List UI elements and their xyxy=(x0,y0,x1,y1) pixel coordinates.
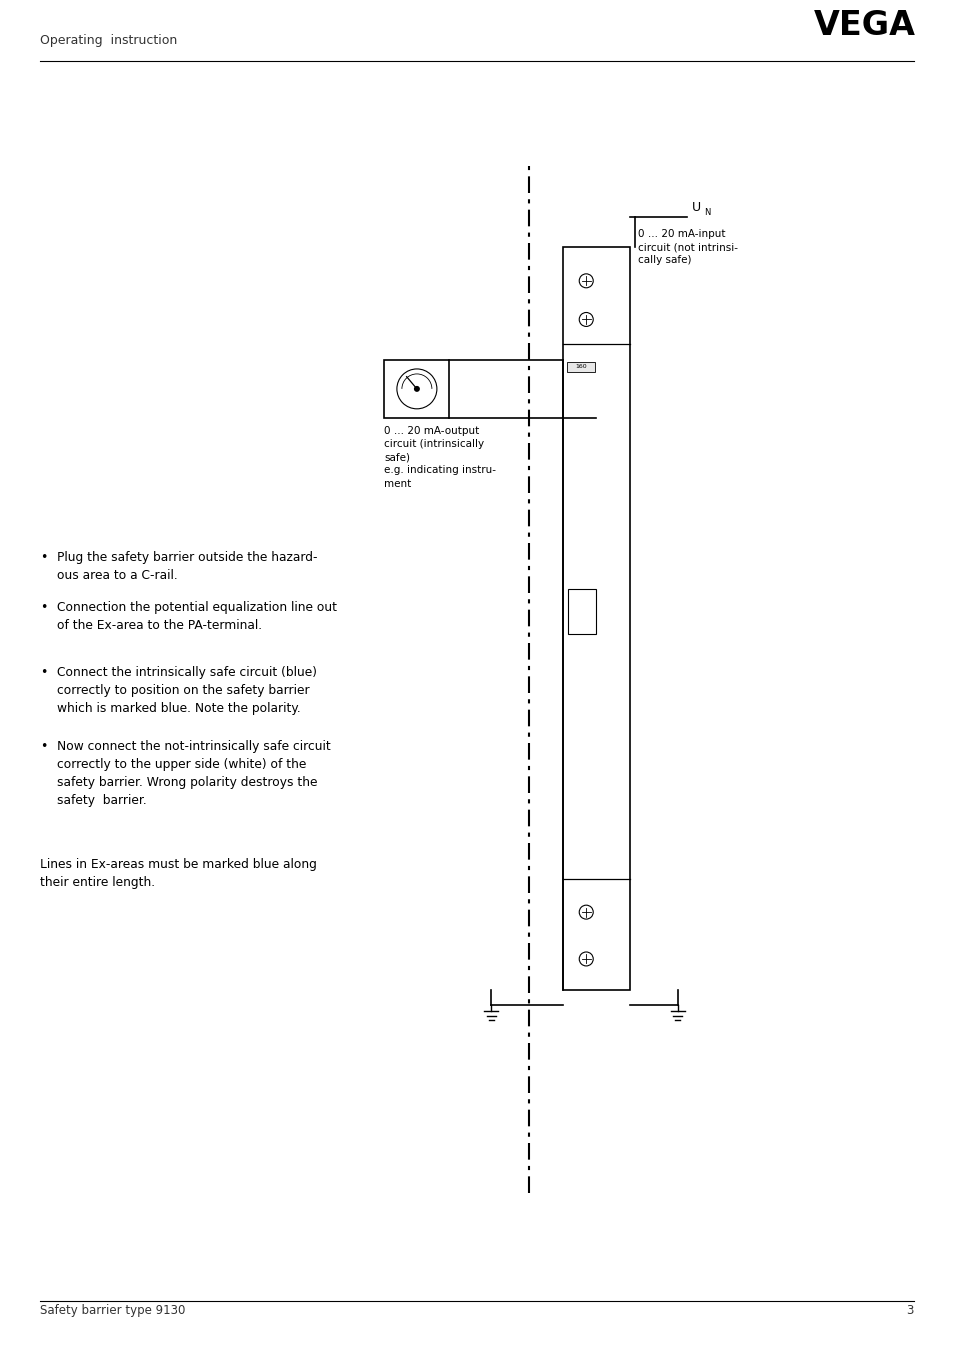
Bar xyxy=(567,588,596,634)
Text: Plug the safety barrier outside the hazard-
ous area to a C-rail.: Plug the safety barrier outside the haza… xyxy=(57,551,317,583)
Bar xyxy=(566,362,595,371)
Text: Now connect the not-intrinsically safe circuit
correctly to the upper side (whit: Now connect the not-intrinsically safe c… xyxy=(57,740,331,808)
Text: •: • xyxy=(40,740,48,753)
Text: Safety barrier type 9130: Safety barrier type 9130 xyxy=(40,1304,185,1317)
Bar xyxy=(384,360,449,417)
Circle shape xyxy=(414,386,419,392)
Text: •: • xyxy=(40,602,48,614)
Text: Connect the intrinsically safe circuit (blue)
correctly to position on the safet: Connect the intrinsically safe circuit (… xyxy=(57,665,316,715)
Text: •: • xyxy=(40,665,48,679)
Text: Lines in Ex-areas must be marked blue along
their entire length.: Lines in Ex-areas must be marked blue al… xyxy=(40,858,316,889)
Text: Operating  instruction: Operating instruction xyxy=(40,34,177,47)
Text: VEGA: VEGA xyxy=(813,8,915,42)
Text: 0 … 20 mA-input
circuit (not intrinsi-
cally safe): 0 … 20 mA-input circuit (not intrinsi- c… xyxy=(637,229,737,266)
Text: N: N xyxy=(703,209,710,217)
Text: 3: 3 xyxy=(905,1304,913,1317)
Text: Connection the potential equalization line out
of the Ex-area to the PA-terminal: Connection the potential equalization li… xyxy=(57,602,336,631)
Bar xyxy=(562,247,629,991)
Text: U: U xyxy=(691,201,700,214)
Text: 160: 160 xyxy=(575,364,586,369)
Text: •: • xyxy=(40,551,48,564)
Text: 0 … 20 mA-output
circuit (intrinsically
safe)
e.g. indicating instru-
ment: 0 … 20 mA-output circuit (intrinsically … xyxy=(384,425,496,489)
